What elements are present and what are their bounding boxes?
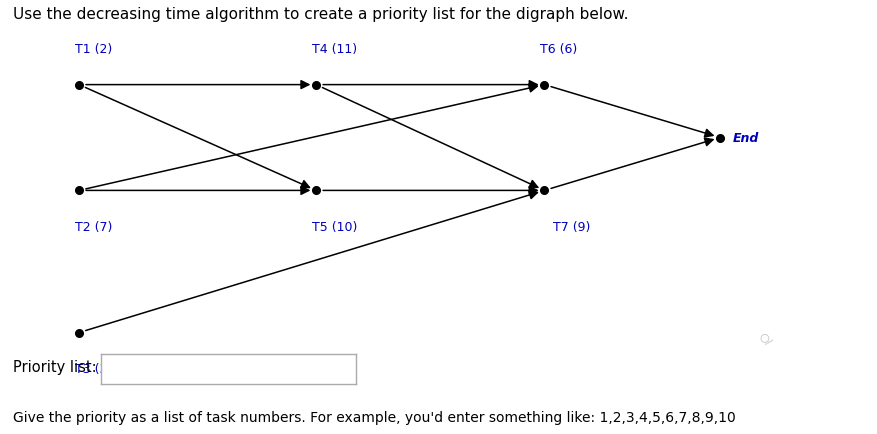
- Text: T1 (2): T1 (2): [75, 43, 111, 56]
- Text: T5 (10): T5 (10): [311, 220, 357, 233]
- Text: T2 (7): T2 (7): [75, 220, 112, 233]
- Text: T4 (11): T4 (11): [311, 43, 356, 56]
- Text: ○: ○: [758, 331, 768, 341]
- Text: Priority list:: Priority list:: [13, 359, 96, 374]
- Text: T7 (9): T7 (9): [553, 220, 590, 233]
- Text: Give the priority as a list of task numbers. For example, you'd enter something : Give the priority as a list of task numb…: [13, 410, 735, 424]
- Text: /: /: [763, 336, 772, 346]
- Text: Use the decreasing time algorithm to create a priority list for the digraph belo: Use the decreasing time algorithm to cre…: [13, 7, 628, 21]
- Text: End: End: [732, 132, 759, 145]
- Text: T6 (6): T6 (6): [539, 43, 576, 56]
- Text: T3 (3): T3 (3): [75, 362, 111, 375]
